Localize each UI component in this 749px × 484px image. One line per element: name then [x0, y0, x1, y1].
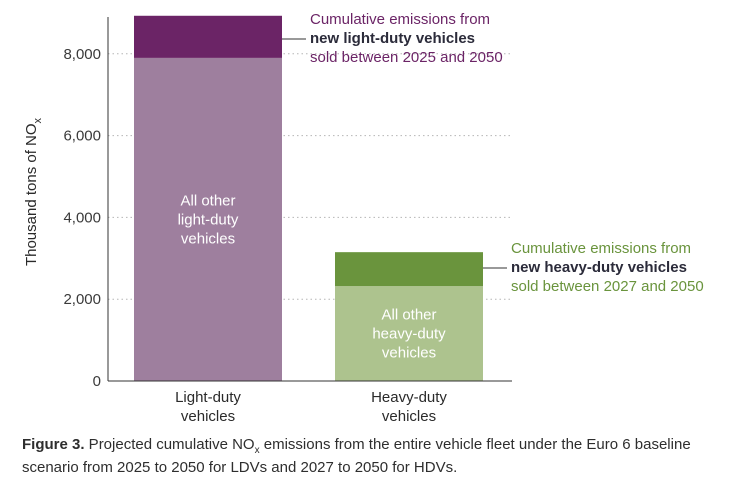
annotation-line: sold between 2027 and 2050 [511, 278, 704, 295]
y-axis-label: Thousand tons of NOx [23, 117, 44, 266]
bar-segment-other [335, 286, 483, 381]
bar-segment-new [134, 15, 282, 58]
caption-text-1: Projected cumulative NO [84, 436, 255, 453]
figure-label: Figure 3. [22, 436, 85, 453]
segment-labels: All other light-duty vehicles All other heav… [178, 192, 447, 361]
bar-segment-other [134, 57, 282, 382]
y-tick-label: 2,000 [63, 291, 101, 308]
segment-label: heavy-duty [372, 326, 446, 343]
bar-segment-new [335, 252, 483, 287]
segment-label: All other [180, 192, 235, 209]
annotation-line: Cumulative emissions from [310, 11, 490, 28]
category-label: vehicles [181, 408, 235, 425]
annotation-line-bold: new heavy-duty vehicles [511, 259, 687, 276]
figure-caption: Figure 3. Projected cumulative NOx emiss… [22, 433, 742, 479]
category-label: vehicles [382, 408, 436, 425]
annotation-line: Cumulative emissions from [511, 240, 691, 257]
category-labels: Light-duty vehicles Heavy-duty vehicles [175, 389, 447, 425]
y-tick-label: 6,000 [63, 128, 101, 145]
annotations: Cumulative emissions from new light-duty … [282, 11, 704, 295]
y-tick-labels: 0 2,000 4,000 6,000 8,000 [63, 46, 101, 390]
caption-text-2: emissions from the entire vehicle fleet … [22, 436, 691, 476]
y-axis-label-text: Thousand tons of NO [23, 123, 40, 266]
y-tick-label: 8,000 [63, 46, 101, 63]
annotation-line: sold between 2025 and 2050 [310, 49, 503, 66]
y-axis-label-subscript: x [32, 117, 44, 123]
segment-label: vehicles [181, 230, 235, 247]
category-label: Light-duty [175, 389, 241, 406]
bars [134, 15, 483, 382]
segment-label: All other [381, 307, 436, 324]
stacked-bar-chart: 0 2,000 4,000 6,000 8,000 Light-duty vehicles… [23, 11, 704, 425]
y-tick-label: 4,000 [63, 209, 101, 226]
annotation-line-bold: new light-duty vehicles [310, 30, 475, 47]
segment-label: vehicles [382, 345, 436, 362]
caption-subscript: x [254, 445, 260, 456]
y-tick-label: 0 [93, 373, 101, 390]
axes [107, 17, 512, 382]
category-label: Heavy-duty [371, 389, 447, 406]
segment-label: light-duty [178, 211, 239, 228]
